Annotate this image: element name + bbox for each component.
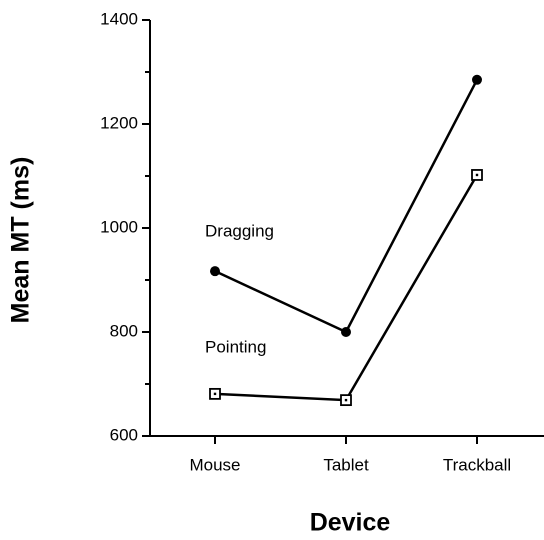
y-tick-label: 1200 xyxy=(100,113,138,132)
y-tick-label: 1400 xyxy=(100,9,138,28)
x-tick-label: Trackball xyxy=(443,455,511,474)
y-tick-label: 800 xyxy=(110,321,138,340)
y-tick-label: 600 xyxy=(110,425,138,444)
series-label: Pointing xyxy=(205,337,266,356)
point-marker xyxy=(341,327,351,337)
point-marker-dot xyxy=(475,173,479,177)
point-marker-dot xyxy=(213,392,217,396)
point-marker-dot xyxy=(344,398,348,402)
series-line xyxy=(214,174,479,402)
series-label: Dragging xyxy=(205,221,274,240)
series-line xyxy=(214,79,479,334)
y-axis-title: Mean MT (ms) xyxy=(7,157,35,324)
x-tick-label: Tablet xyxy=(323,455,369,474)
y-tick-label: 1000 xyxy=(100,217,138,236)
point-marker xyxy=(472,74,482,85)
point-marker xyxy=(210,266,220,277)
x-axis-title: Device xyxy=(310,509,391,537)
x-tick-label: Mouse xyxy=(189,455,240,474)
